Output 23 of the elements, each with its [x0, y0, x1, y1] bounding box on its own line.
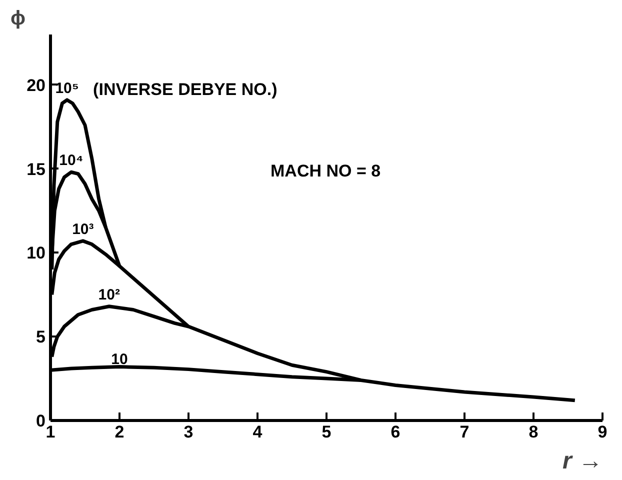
x-tick-label: 2: [114, 422, 124, 442]
x-tick-label: 8: [528, 422, 538, 442]
y-tick-label: 20: [26, 76, 46, 95]
x-tick-label: 3: [184, 422, 194, 442]
series-label: 10⁴: [59, 152, 84, 170]
x-tick-label: 1: [46, 422, 56, 442]
x-tick-label: 6: [390, 422, 400, 442]
series-label: 10²: [98, 286, 120, 304]
y-tick-label: 15: [26, 160, 46, 179]
series-label: 10: [111, 350, 128, 368]
x-axis-title: r →: [562, 448, 603, 474]
x-tick-label: 5: [322, 422, 332, 442]
x-tick-label: 4: [252, 422, 263, 442]
series-label: 10³: [72, 220, 94, 238]
x-tick-label: 9: [598, 422, 608, 442]
y-tick-label: 10: [26, 244, 46, 263]
annotation: MACH NO = 8: [270, 162, 381, 180]
y-tick-label: 5: [36, 328, 46, 347]
x-tick-label: 7: [460, 422, 470, 442]
y-tick-label: 0: [36, 412, 46, 430]
y-axis-title: ϕ: [10, 8, 26, 30]
series-label: 10⁵: [55, 80, 79, 97]
annotation: (INVERSE DEBYE NO.): [93, 80, 278, 99]
